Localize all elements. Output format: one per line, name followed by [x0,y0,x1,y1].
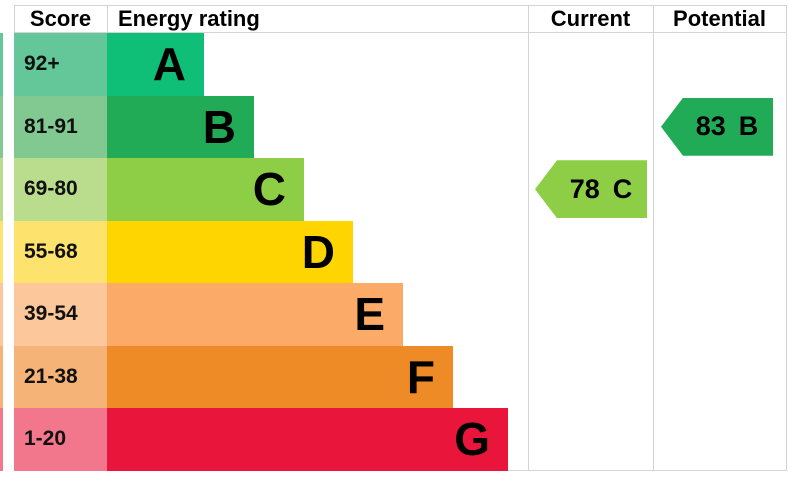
rating-band-bar: D [107,220,353,283]
potential-column-left-border [653,5,654,471]
row-edge-strip [0,95,3,158]
rating-band-letter: A [152,38,186,91]
score-range-cell: 21-38 [14,345,107,408]
potential-rating-value: 83 [695,111,726,142]
rating-band-bar: E [107,283,403,346]
potential-column-header: Potential [673,6,766,31]
current-column-left-border [528,5,529,471]
score-range-cell: 69-80 [14,158,107,221]
table-border-right [786,5,787,471]
rating-band-letter: E [354,288,385,341]
row-edge-strip [0,33,3,96]
score-column-header: Score [29,6,92,31]
row-edge-strip [0,408,3,471]
potential-rating-arrow: 83 B [661,97,773,156]
rating-band-bar: A [107,33,204,96]
band-row: 1-20 G [0,408,797,471]
current-column-header: Current [550,6,631,31]
band-row: 55-68 D [0,220,797,283]
header-underline [14,32,787,33]
band-row: 69-80 C [0,158,797,221]
rating-band-bar: B [107,95,254,158]
band-row: 21-38 F [0,345,797,408]
table-border-bottom [14,470,787,471]
current-rating-band: C [612,173,633,204]
current-rating-arrow: 78 C [535,160,647,219]
band-row: 81-91 B [0,95,797,158]
rating-band-letter: B [202,100,236,153]
potential-rating-band: B [738,111,759,142]
rating-band-letter: F [406,350,435,403]
band-row: 39-54 E [0,283,797,346]
rating-band-letter: G [454,413,490,466]
score-range-cell: 55-68 [14,220,107,283]
row-edge-strip [0,158,3,221]
score-range-cell: 92+ [14,33,107,96]
row-edge-strip [0,283,3,346]
row-edge-strip [0,345,3,408]
score-energy-divider [107,5,108,33]
band-row: 92+ A [0,33,797,96]
rating-band-bar: G [107,408,508,471]
score-range-cell: 1-20 [14,408,107,471]
rating-band-bar: F [107,345,453,408]
header-left-border [14,5,15,33]
row-edge-strip [0,220,3,283]
rating-band-letter: D [301,225,335,278]
rating-band-letter: C [252,163,286,216]
score-range-cell: 39-54 [14,283,107,346]
rating-band-bar: C [107,158,304,221]
energy-rating-column-header: Energy rating [118,6,260,31]
table-border-top [14,5,787,6]
current-rating-value: 78 [569,173,600,204]
score-range-cell: 81-91 [14,95,107,158]
